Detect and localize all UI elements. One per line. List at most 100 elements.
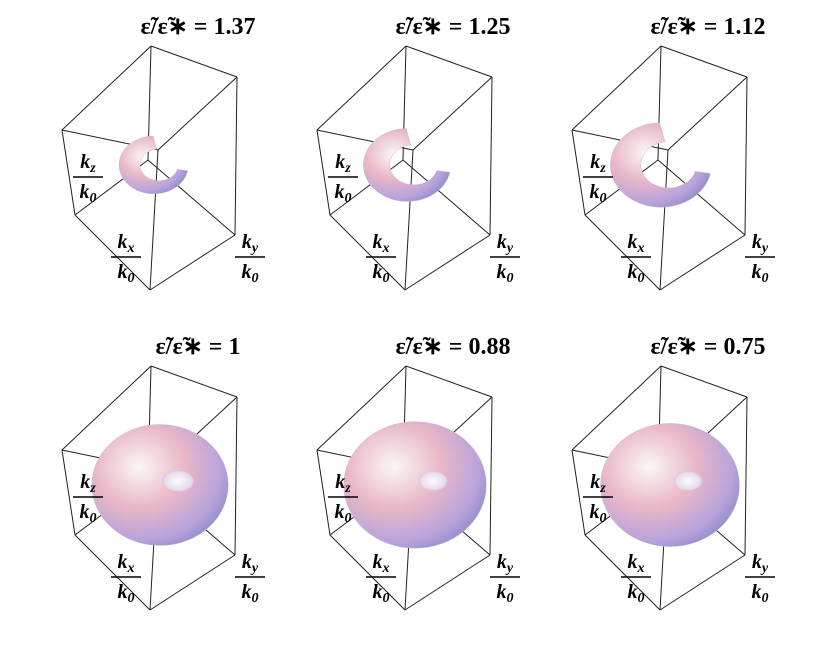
- symbol: k: [118, 231, 128, 253]
- cube-edge: [412, 76, 493, 151]
- cube-edge: [61, 45, 152, 131]
- subscript: 0: [600, 191, 607, 206]
- title-lhs: ε̃/ε̃∗ =: [141, 14, 214, 40]
- cube-edge: [329, 214, 406, 291]
- symbol: k: [752, 231, 762, 253]
- surface: [600, 423, 740, 547]
- kx-label-denominator: k0: [628, 261, 645, 286]
- kx-label-numerator: kx: [118, 231, 135, 256]
- cube-edge: [571, 129, 586, 216]
- subscript: 0: [762, 271, 769, 286]
- subscript: y: [760, 241, 769, 256]
- subscript: 0: [383, 271, 390, 286]
- subscript: 0: [762, 591, 769, 606]
- subscript: x: [382, 561, 390, 576]
- cube-edge: [316, 45, 407, 131]
- symbol: k: [373, 231, 383, 253]
- panel-title: ε̃/ε̃∗ = 1.12: [651, 14, 766, 40]
- kz-label-denominator: k0: [590, 181, 607, 206]
- ky-label-denominator: k0: [497, 261, 514, 286]
- cube-edge: [404, 149, 414, 291]
- symbol: k: [497, 581, 507, 603]
- cube-edge: [571, 365, 662, 451]
- kz-label-numerator: kz: [80, 151, 96, 176]
- cube-edge: [61, 129, 76, 216]
- cube-edge: [405, 45, 493, 78]
- subscript: z: [599, 161, 606, 176]
- symbol: k: [242, 551, 252, 573]
- cube-edge: [571, 45, 662, 131]
- title-lhs: ε̃/ε̃∗ =: [156, 334, 229, 360]
- ky-label-numerator: ky: [497, 231, 514, 256]
- symbol: k: [752, 581, 762, 603]
- symbol: k: [80, 501, 90, 523]
- symbol: k: [497, 261, 507, 283]
- subscript: 0: [638, 591, 645, 606]
- ky-label-denominator: k0: [242, 581, 259, 606]
- kz-label-denominator: k0: [335, 181, 352, 206]
- subscript: z: [599, 481, 606, 496]
- kz-label-numerator: kz: [80, 471, 96, 496]
- subscript: x: [127, 241, 135, 256]
- symbol: k: [335, 181, 345, 203]
- ky-label-numerator: ky: [242, 551, 259, 576]
- title-lhs: ε̃/ε̃∗ =: [396, 334, 469, 360]
- cube-edge: [659, 234, 746, 291]
- subscript: z: [344, 481, 351, 496]
- title-lhs: ε̃/ε̃∗ =: [651, 334, 724, 360]
- subscript: z: [89, 161, 96, 176]
- cube-edge: [329, 534, 406, 611]
- kz-label-numerator: kz: [590, 151, 606, 176]
- subscript: y: [250, 241, 259, 256]
- kz-label-denominator: k0: [590, 501, 607, 526]
- subscript: y: [760, 561, 769, 576]
- panel-title: ε̃/ε̃∗ = 1: [156, 334, 241, 360]
- subscript: y: [505, 241, 514, 256]
- panel-title: ε̃/ε̃∗ = 1.37: [141, 14, 256, 40]
- subscript: x: [637, 241, 645, 256]
- symbol: k: [80, 471, 90, 493]
- kx-label-numerator: kx: [373, 551, 390, 576]
- cube-edge: [316, 129, 331, 216]
- kz-label-numerator: kz: [335, 471, 351, 496]
- subscript: 0: [345, 511, 352, 526]
- surface-hole: [673, 471, 703, 491]
- cube-edge: [660, 45, 748, 78]
- cube-edge: [149, 554, 236, 611]
- subscript: 0: [383, 591, 390, 606]
- cube-edge: [404, 554, 491, 611]
- cube-edge: [402, 159, 491, 236]
- symbol: k: [242, 231, 252, 253]
- subscript: 0: [128, 271, 135, 286]
- cube-edge: [157, 76, 238, 151]
- cube-edge: [584, 214, 661, 291]
- cube-edge: [316, 449, 331, 536]
- cube-edge: [660, 365, 748, 398]
- symbol: k: [335, 501, 345, 523]
- symbol: k: [628, 231, 638, 253]
- kz-label-denominator: k0: [335, 501, 352, 526]
- ky-label-numerator: ky: [497, 551, 514, 576]
- surface: [363, 128, 451, 202]
- cube-edge: [659, 554, 746, 611]
- subscript: x: [637, 561, 645, 576]
- kx-label-numerator: kx: [373, 231, 390, 256]
- symbol: k: [497, 231, 507, 253]
- panel-title: ε̃/ε̃∗ = 0.75: [651, 334, 766, 360]
- cube-edge: [149, 149, 159, 291]
- cube-edge: [405, 365, 493, 398]
- symbol: k: [335, 151, 345, 173]
- cube-edge: [489, 396, 493, 556]
- symbol: k: [628, 581, 638, 603]
- subscript: 0: [90, 511, 97, 526]
- symbol: k: [242, 581, 252, 603]
- subscript: 0: [90, 191, 97, 206]
- cube-edge: [150, 365, 238, 398]
- cube-edge: [61, 365, 152, 451]
- subscript: x: [127, 561, 135, 576]
